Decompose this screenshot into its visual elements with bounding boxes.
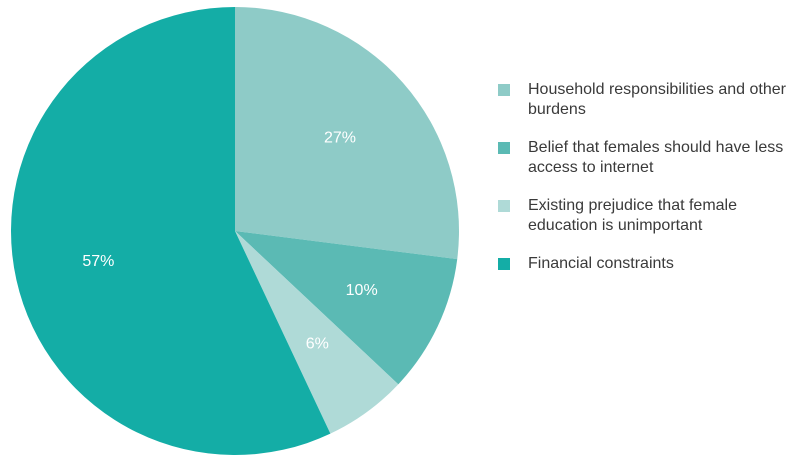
- legend-swatch-financial: [498, 258, 510, 270]
- legend: Household responsibilities and other bur…: [498, 80, 808, 292]
- pie-slice-prejudice: [235, 231, 399, 434]
- pie-slice-financial: [11, 7, 331, 455]
- legend-label-financial: Financial constraints: [528, 255, 674, 272]
- pie-label-household: 27%: [324, 130, 356, 147]
- legend-item-household: Household responsibilities and other bur…: [498, 80, 808, 120]
- legend-item-financial: Financial constraints: [498, 254, 808, 274]
- pie-label-financial: 57%: [82, 253, 114, 270]
- legend-label-household: Household responsibilities and other bur…: [528, 81, 786, 118]
- pie-slice-belief: [235, 231, 458, 385]
- legend-label-belief: Belief that females should have less acc…: [528, 139, 784, 176]
- legend-item-prejudice: Existing prejudice that female education…: [498, 196, 808, 236]
- pie-label-belief: 10%: [346, 282, 378, 299]
- legend-swatch-belief: [498, 142, 510, 154]
- legend-swatch-household: [498, 84, 510, 96]
- legend-swatch-prejudice: [498, 200, 510, 212]
- legend-item-belief: Belief that females should have less acc…: [498, 138, 808, 178]
- pie-slice-household: [235, 7, 460, 260]
- legend-label-prejudice: Existing prejudice that female education…: [528, 197, 737, 234]
- pie-label-prejudice: 6%: [306, 335, 329, 352]
